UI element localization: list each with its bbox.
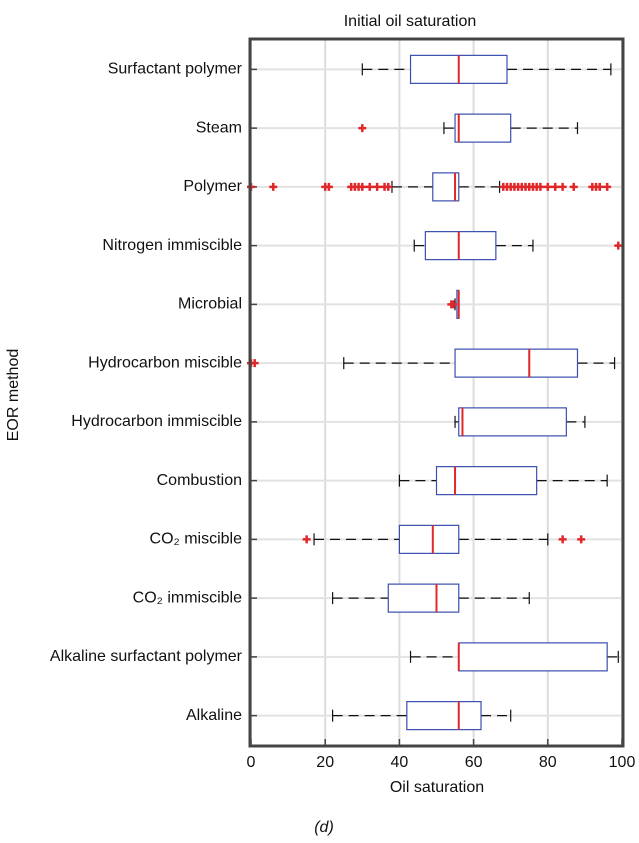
y-tick-label: CO₂ immiscible: [133, 589, 242, 606]
box: [458, 642, 608, 672]
y-tick-label: Surfactant polymer: [108, 61, 243, 78]
outlier: [603, 182, 612, 191]
outlier: [365, 182, 374, 191]
outlier: [536, 182, 545, 191]
y-tick-label: Combustion: [157, 472, 242, 489]
x-tick-label: 40: [391, 754, 409, 771]
box: [398, 524, 460, 554]
outlier: [269, 182, 278, 191]
outlier: [614, 241, 623, 250]
box: [406, 701, 482, 731]
x-tick-label: 0: [247, 754, 256, 771]
x-tick-label: 60: [465, 754, 483, 771]
outlier: [595, 182, 604, 191]
y-tick-label: Steam: [196, 119, 242, 136]
outlier: [569, 182, 578, 191]
box: [435, 466, 538, 496]
y-tick-label: Nitrogen immiscible: [102, 237, 242, 254]
box: [458, 407, 567, 437]
y-tick-label: Microbial: [178, 296, 242, 313]
x-axis-label: Oil saturation: [390, 779, 484, 796]
outlier: [358, 124, 367, 133]
x-tick-label: 100: [609, 754, 636, 771]
outlier: [577, 535, 586, 544]
outlier: [384, 182, 393, 191]
y-axis-label: EOR method: [5, 349, 22, 441]
plot-frame: [248, 37, 625, 748]
outlier: [302, 535, 311, 544]
outlier: [358, 182, 367, 191]
outlier: [324, 182, 333, 191]
y-tick-label: Hydrocarbon immiscible: [71, 413, 242, 430]
outlier: [558, 535, 567, 544]
y-tick-label: Polymer: [183, 178, 242, 195]
outlier: [449, 300, 458, 309]
outlier: [543, 182, 552, 191]
y-tick-label: Hydrocarbon miscible: [88, 354, 242, 371]
x-tick-label: 20: [316, 754, 334, 771]
chart-title: Initial oil saturation: [344, 13, 477, 30]
caption: (d): [314, 819, 334, 836]
outlier: [551, 182, 560, 191]
box: [454, 113, 512, 143]
x-tick-label: 80: [539, 754, 557, 771]
y-tick-label: Alkaline surfactant polymer: [50, 648, 243, 665]
outlier: [558, 182, 567, 191]
outlier: [373, 182, 382, 191]
box: [387, 583, 460, 613]
box: [454, 348, 579, 378]
y-tick-label: Alkaline: [186, 707, 242, 724]
y-tick-label: CO₂ miscible: [150, 531, 243, 548]
box: [424, 231, 497, 261]
outlier: [250, 359, 259, 368]
